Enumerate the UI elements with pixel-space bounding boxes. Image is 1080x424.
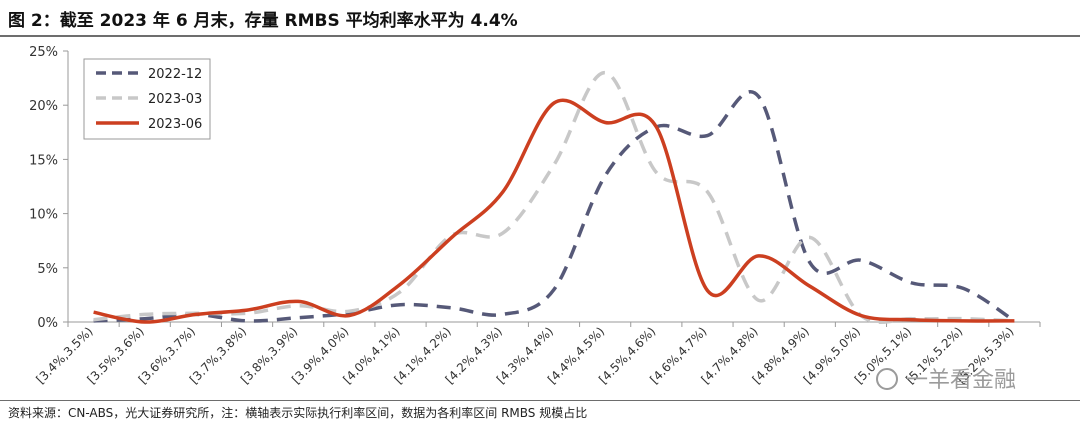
y-tick-label: 15% <box>29 153 58 168</box>
footer-divider <box>0 400 1080 401</box>
legend-label-2023-03: 2023-03 <box>148 92 202 107</box>
series-line-2023-06 <box>93 98 1015 324</box>
y-tick-label: 20% <box>29 99 58 114</box>
chart-container: 0% 5% 10% 15% 20% 25% [3.4%,3.5%) [3.5%,3.6%) [3… <box>0 37 1080 399</box>
legend-label-2022-12: 2022-12 <box>148 67 202 82</box>
source-note: 资料来源：CN-ABS，光大证券研究所，注：横轴表示实际执行利率区间，数据为各利… <box>8 406 588 420</box>
y-tick-label: 10% <box>29 208 58 223</box>
page-title: 图 2：截至 2023 年 6 月末，存量 RMBS 平均利率水平为 4.4% <box>8 11 518 31</box>
title-bar: 图 2：截至 2023 年 6 月末，存量 RMBS 平均利率水平为 4.4% <box>0 0 1080 37</box>
series-line-2023-03 <box>93 70 1015 325</box>
watermark: 一羊看金融 <box>876 362 1016 394</box>
wechat-icon <box>876 368 898 390</box>
y-tick-label: 0% <box>37 316 58 331</box>
title-divider <box>0 35 1080 37</box>
y-tick-label: 25% <box>29 45 58 60</box>
watermark-text: 一羊看金融 <box>906 368 1017 393</box>
series-line-2022-12 <box>93 90 1016 323</box>
legend-label-2023-06: 2023-06 <box>148 117 202 132</box>
y-tick-label: 5% <box>37 262 58 277</box>
line-chart: 0%5%10%15%20%25%[3.4%,3.5%)[3.5%,3.6%)[3… <box>29 45 1041 387</box>
